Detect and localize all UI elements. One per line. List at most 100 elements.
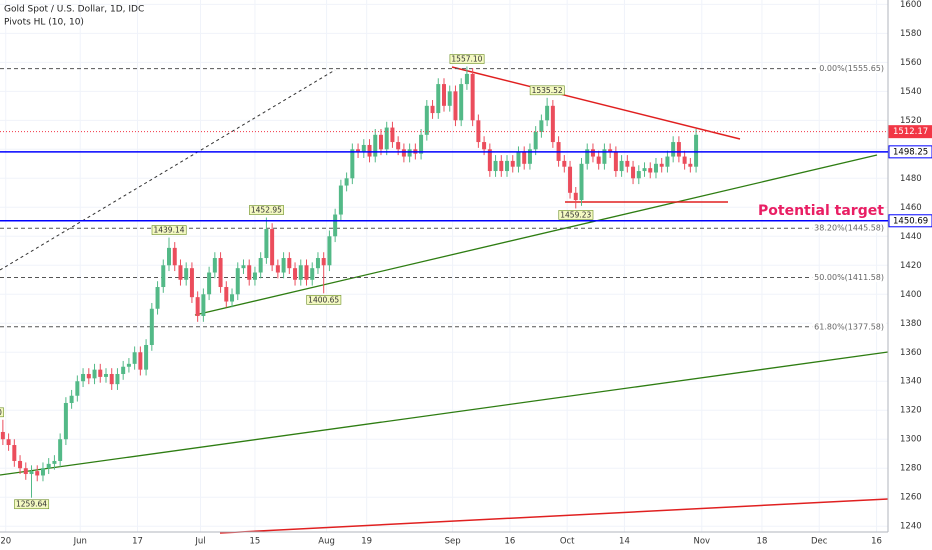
candle-body	[401, 149, 406, 157]
candle-body	[298, 265, 303, 280]
pivot-box	[449, 54, 485, 64]
x-tick-label: 16	[504, 537, 515, 547]
candle-body	[602, 149, 607, 164]
candle-body	[356, 149, 361, 153]
candle-body	[224, 287, 229, 302]
x-tick-label: 17	[132, 537, 143, 547]
candle-body	[464, 73, 469, 85]
candle-body	[201, 294, 206, 317]
candle-body	[453, 91, 458, 121]
candle-body	[631, 166, 636, 179]
candle-body	[470, 73, 475, 121]
price-level-box	[888, 214, 932, 228]
candle-body	[252, 272, 257, 280]
candle-body	[52, 460, 57, 464]
x-tick-label: Aug	[318, 537, 335, 547]
x-tick-label: Oct	[560, 537, 575, 547]
price-level-box	[888, 125, 932, 139]
y-tick-label: 1480	[900, 174, 922, 184]
candle-body	[18, 460, 23, 469]
candle-body	[694, 134, 699, 167]
candle-body	[482, 142, 487, 150]
candle-body	[550, 105, 555, 143]
y-tick-label: 1300	[900, 435, 922, 445]
candle-body	[235, 268, 240, 295]
candle-body	[430, 105, 435, 114]
pivot-box	[151, 225, 187, 235]
candle-body	[58, 439, 63, 461]
candle-body	[338, 185, 343, 215]
y-tick-label: 1280	[900, 464, 922, 474]
candle-body	[207, 272, 212, 295]
candle-body	[12, 445, 17, 461]
candle-body	[424, 105, 429, 135]
candle-body	[247, 265, 252, 280]
candle-body	[167, 247, 172, 266]
y-tick-label: 1540	[900, 87, 922, 97]
x-tick-label: Jun	[73, 537, 87, 547]
y-tick-label: 1560	[900, 58, 922, 68]
candle-body	[23, 468, 28, 475]
candle-body	[510, 160, 515, 167]
x-tick-label: Jul	[194, 537, 205, 547]
candle-body	[688, 163, 693, 167]
candle-body	[230, 294, 235, 302]
candle-body	[86, 373, 91, 379]
candle-body	[103, 373, 108, 377]
candle-body	[275, 265, 280, 273]
y-tick-label: 1320	[900, 406, 922, 416]
candle-body	[493, 160, 498, 172]
annotation: Potential target	[758, 203, 884, 219]
candle-body	[350, 149, 355, 179]
x-tick-label: 20	[0, 537, 11, 547]
header-title: Gold Spot / U.S. Dollar, 1D, IDC	[4, 5, 144, 15]
pivot-box	[529, 85, 565, 96]
candle-body	[121, 366, 126, 374]
candle-body	[29, 471, 34, 475]
fib-label-bg	[817, 64, 886, 74]
y-tick-label: 1460	[900, 203, 922, 213]
candle-body	[270, 229, 275, 266]
candle-body	[562, 160, 567, 167]
candle-body	[527, 149, 532, 164]
pivot-label: 1259.64	[16, 500, 47, 509]
candle-body	[396, 142, 401, 150]
candle-body	[367, 144, 372, 157]
candle-body	[281, 258, 286, 273]
candle-body	[218, 258, 223, 288]
candle-body	[6, 439, 11, 446]
candle-body	[184, 268, 189, 280]
candle-body	[373, 134, 378, 157]
candle-body	[35, 471, 40, 476]
resistance-trend-line	[451, 66, 741, 140]
price-level-label: 1498.25	[893, 147, 928, 157]
dashed-trend-line	[0, 69, 336, 271]
y-tick-label: 1360	[900, 348, 922, 358]
support-trend-line	[194, 154, 878, 316]
candle-body	[579, 163, 584, 201]
y-tick-label: 1600	[900, 0, 922, 10]
candle-body	[608, 149, 613, 153]
fib-label-bg	[812, 223, 886, 233]
candle-body	[665, 156, 670, 167]
candle-body	[573, 192, 578, 201]
pivot-label: 1452.95	[251, 206, 282, 215]
pivot-box	[14, 499, 50, 510]
candle-body	[304, 265, 309, 280]
candle-body	[516, 152, 521, 167]
candle-body	[585, 149, 590, 164]
candle-body	[149, 308, 154, 346]
y-tick-label: 1340	[900, 377, 922, 387]
candle-body	[144, 345, 149, 370]
y-tick-label: 1400	[900, 290, 922, 300]
fib-label: 61.80%(1377.58)	[814, 322, 884, 331]
fib-label-bg	[812, 272, 886, 282]
pivot-box	[249, 205, 284, 215]
candle-body	[442, 84, 446, 106]
x-tick-label: Dec	[811, 537, 828, 547]
y-tick-label: 1420	[900, 261, 922, 271]
candle-body	[40, 468, 45, 476]
candle-body	[92, 369, 97, 379]
candle-body	[619, 160, 624, 172]
candle-body	[212, 258, 217, 273]
